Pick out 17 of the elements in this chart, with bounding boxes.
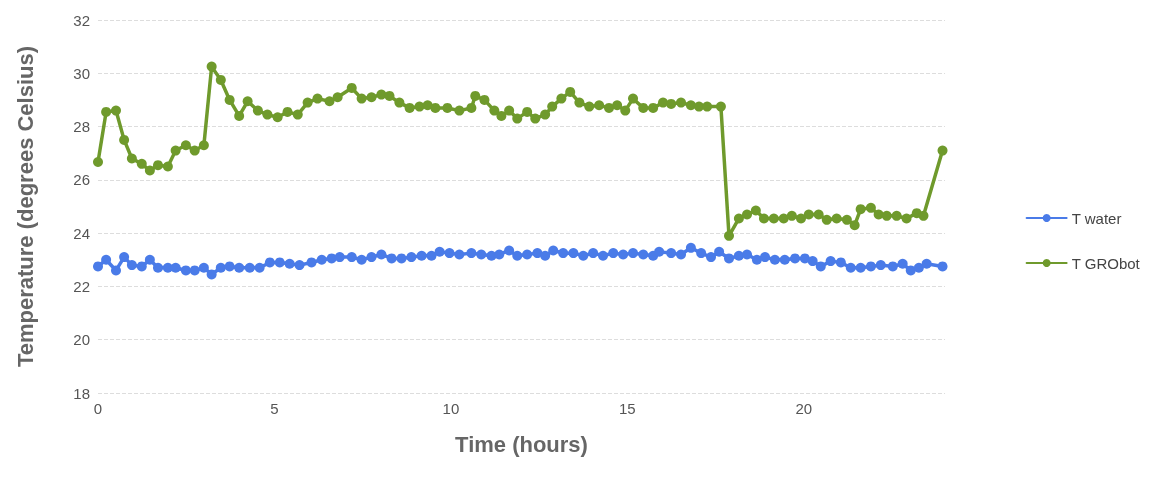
x-axis-title: Time (hours) (455, 431, 588, 457)
x-tick-label: 15 (619, 400, 636, 417)
y-tick-label: 30 (73, 64, 90, 82)
legend-label: T GRObot (1071, 254, 1141, 272)
y-tick-label: 22 (73, 277, 90, 295)
y-tick-label: 32 (73, 11, 90, 29)
y-tick-label: 18 (73, 384, 90, 402)
y-tick-label: 28 (73, 118, 90, 136)
x-tick-label: 0 (93, 400, 103, 417)
x-tick-label: 20 (795, 400, 813, 417)
y-axis-title: Temperature (degrees Celsius) (12, 45, 38, 368)
x-tick-label: 10 (442, 400, 460, 417)
y-tick-label: 26 (73, 171, 90, 189)
y-tick-label: 20 (73, 331, 90, 349)
x-tick-label: 5 (270, 400, 279, 417)
legend-label: T water (1071, 209, 1122, 227)
y-tick-label: 24 (73, 224, 90, 242)
